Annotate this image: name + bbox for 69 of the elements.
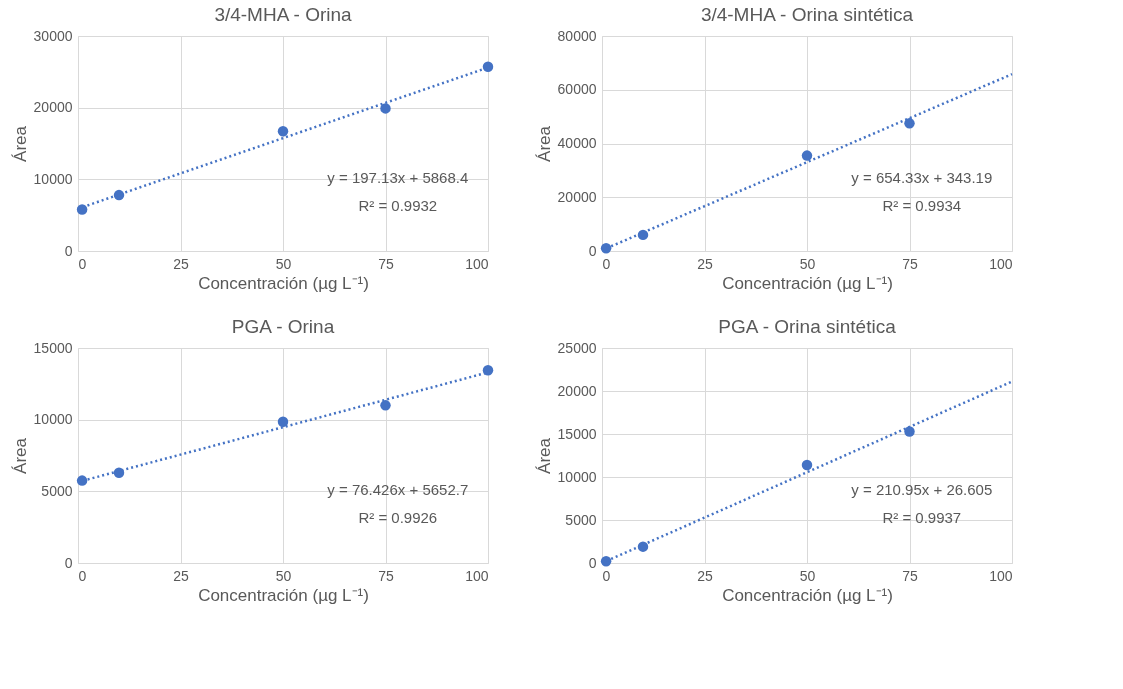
y-tick-label: 15000	[557, 425, 597, 442]
y-tick-label: 20000	[557, 188, 597, 205]
x-axis-title: Concentración (µg L⁻¹)	[722, 273, 893, 293]
point	[904, 118, 915, 129]
y-axis-title: Área	[534, 437, 554, 474]
annotation: y = 197.13x + 5868.4	[327, 168, 469, 186]
x-tick-label: 0	[602, 567, 611, 584]
x-tick-label: 25	[697, 567, 713, 584]
x-tick-label: 75	[902, 255, 918, 272]
annotation: R² = 0.9937	[882, 508, 962, 526]
y-tick-label: 10000	[33, 170, 73, 187]
annotation: R² = 0.9932	[358, 196, 438, 214]
chart-title: 3/4-MHA - Orina	[214, 4, 353, 25]
y-tick-label: 10000	[557, 468, 597, 485]
x-tick-label: 100	[465, 567, 489, 584]
point	[277, 416, 289, 428]
x-tick-label: 75	[902, 567, 918, 584]
chart-title: 3/4-MHA - Orina sintética	[700, 4, 914, 25]
y-tick-label: 0	[64, 554, 73, 571]
y-tick-label: 25000	[557, 339, 597, 356]
y-tick-label: 30000	[33, 27, 73, 44]
annotation: R² = 0.9926	[358, 508, 438, 526]
point	[801, 459, 813, 471]
x-tick-label: 50	[275, 567, 292, 584]
x-tick-label: 50	[275, 255, 292, 272]
x-tick-label: 50	[799, 255, 816, 272]
point	[482, 364, 494, 376]
point	[380, 103, 391, 114]
y-tick-label: 0	[588, 242, 597, 259]
x-tick-label: 25	[697, 255, 713, 272]
y-tick-label: 20000	[33, 99, 73, 116]
y-tick-label: 5000	[41, 482, 73, 499]
point	[277, 126, 289, 137]
y-axis-title: Área	[10, 437, 30, 474]
x-tick-label: 25	[173, 255, 189, 272]
annotation: y = 654.33x + 343.19	[851, 168, 993, 186]
y-tick-label: 40000	[557, 135, 597, 151]
x-tick-label: 75	[378, 567, 394, 584]
x-tick-label: 100	[465, 255, 489, 272]
annotation: y = 76.426x + 5652.7	[327, 480, 469, 498]
y-tick-label: 0	[64, 242, 73, 259]
annotation: y = 210.95x + 26.605	[851, 480, 993, 498]
y-axis-title: Área	[534, 125, 554, 162]
chart-title: PGA - Orina sintética	[718, 316, 897, 337]
y-tick-label: 15000	[33, 339, 73, 356]
point	[482, 61, 494, 73]
y-tick-label: 20000	[557, 382, 597, 399]
y-tick-label: 60000	[557, 81, 597, 98]
x-tick-label: 25	[173, 567, 189, 584]
point	[380, 400, 391, 411]
annotation: R² = 0.9934	[882, 196, 962, 214]
x-tick-label: 0	[78, 255, 87, 272]
x-tick-label: 50	[799, 567, 816, 584]
x-tick-label: 75	[378, 255, 394, 272]
x-axis-title: Concentración (µg L⁻¹)	[198, 585, 369, 605]
x-tick-label: 100	[989, 255, 1013, 272]
y-tick-label: 80000	[557, 27, 597, 44]
x-tick-label: 0	[602, 255, 611, 272]
y-tick-label: 5000	[565, 511, 597, 528]
point	[904, 426, 915, 437]
y-axis-title: Área	[10, 125, 30, 162]
chart-title: PGA - Orina	[231, 316, 335, 337]
y-tick-label: 0	[588, 554, 597, 571]
x-tick-label: 0	[78, 567, 87, 584]
x-axis-title: Concentración (µg L⁻¹)	[198, 273, 369, 293]
y-tick-label: 10000	[33, 411, 73, 428]
x-axis-title: Concentración (µg L⁻¹)	[722, 585, 893, 605]
point	[801, 150, 813, 161]
x-tick-label: 100	[989, 567, 1013, 584]
